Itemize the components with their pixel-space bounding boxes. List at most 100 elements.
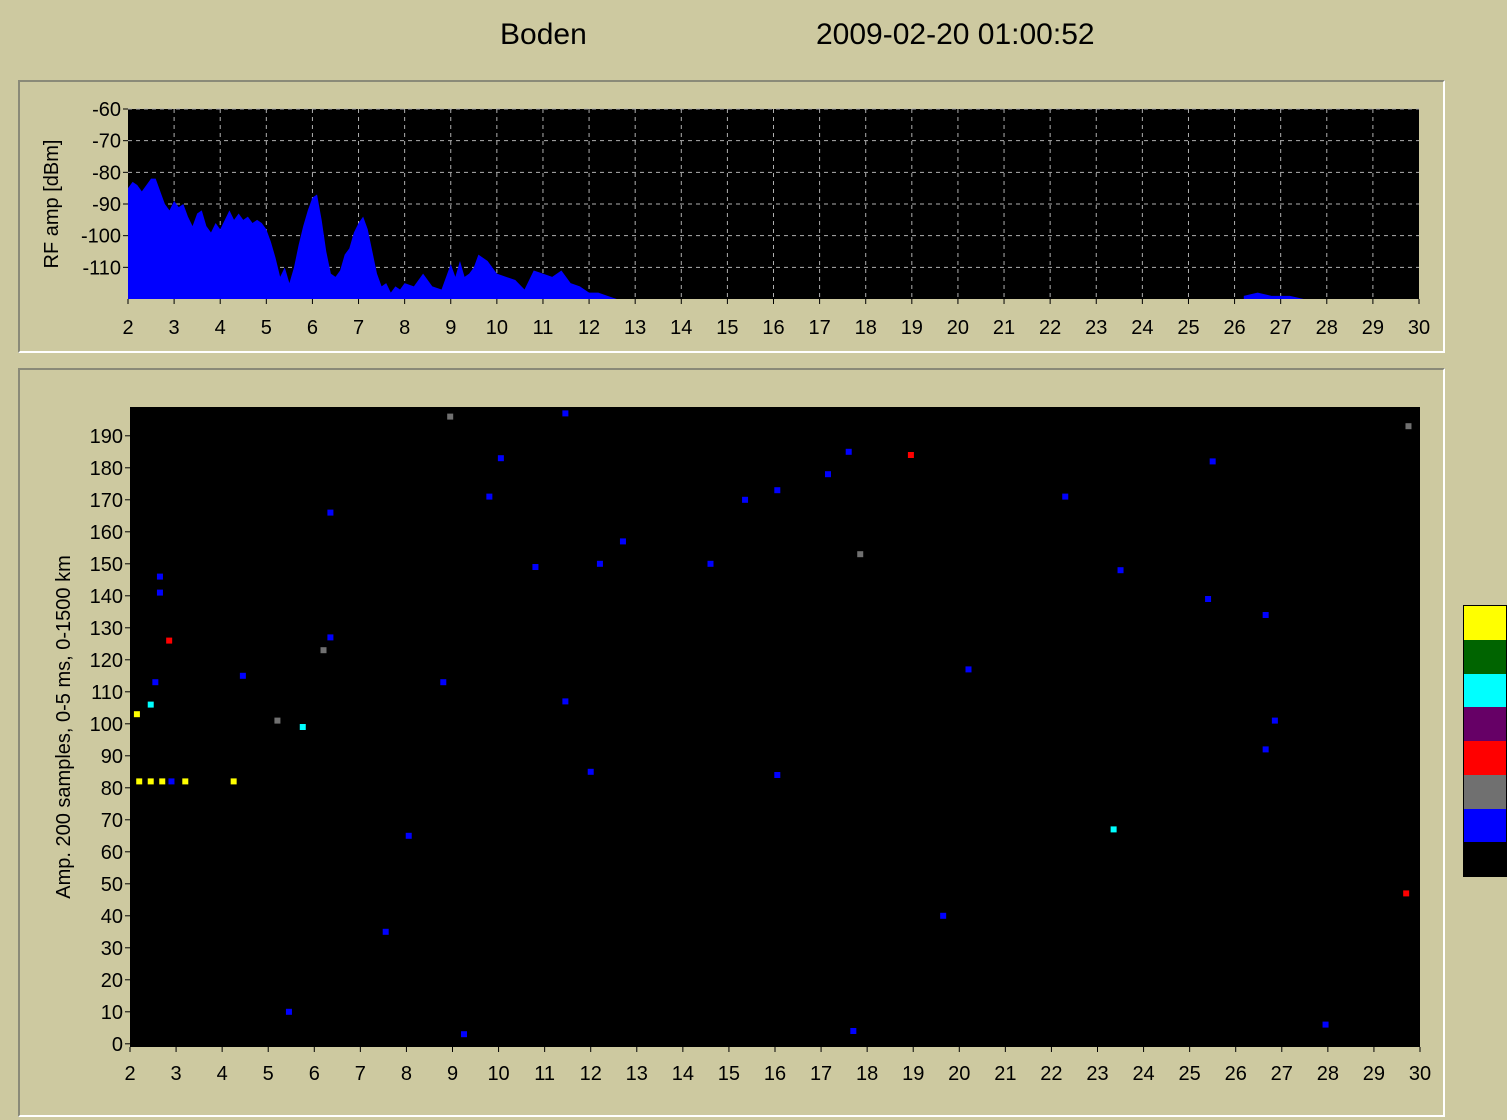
data-point xyxy=(497,455,504,462)
amplitude-x-tick-label: 3 xyxy=(171,1063,182,1085)
amplitude-y-tick-label: 20 xyxy=(101,970,123,992)
amplitude-y-tick-label: 190 xyxy=(90,426,123,448)
data-point xyxy=(1110,826,1117,833)
data-point xyxy=(742,496,749,503)
data-point xyxy=(136,778,143,785)
amplitude-x-tick-label: 29 xyxy=(1363,1063,1385,1085)
station-title: Boden xyxy=(500,18,587,51)
amplitude-x-tick-label: 26 xyxy=(1225,1063,1247,1085)
spectrum-x-tick-label: 8 xyxy=(399,317,410,339)
data-point xyxy=(299,724,306,730)
data-point xyxy=(562,698,569,705)
legend-swatch xyxy=(1464,774,1506,809)
legend-swatch xyxy=(1464,606,1506,640)
amplitude-y-tick-label: 160 xyxy=(90,522,123,544)
data-point xyxy=(447,413,454,420)
data-point xyxy=(824,471,831,478)
data-point xyxy=(1403,890,1410,897)
amplitude-x-tick-label: 7 xyxy=(355,1063,366,1085)
amplitude-x-tick-label: 21 xyxy=(994,1063,1016,1085)
data-point xyxy=(486,493,493,500)
amplitude-x-tick-label: 12 xyxy=(580,1063,602,1085)
amplitude-y-tick-label: 50 xyxy=(101,874,123,896)
amplitude-y-tick-label: 140 xyxy=(90,586,123,608)
data-point xyxy=(156,573,163,580)
data-point xyxy=(707,560,714,567)
data-point xyxy=(1405,423,1412,430)
amplitude-x-tick-label: 30 xyxy=(1409,1063,1431,1085)
spectrum-x-tick-label: 25 xyxy=(1177,317,1199,339)
spectrum-x-tick-label: 2 xyxy=(122,317,133,339)
spectrum-y-tick-label: -70 xyxy=(92,131,121,153)
spectrum-y-axis-label: RF amp [dBm] xyxy=(41,140,63,269)
data-point xyxy=(152,679,159,686)
amplitude-x-tick-label: 11 xyxy=(534,1063,555,1085)
data-point xyxy=(274,717,281,724)
amplitude-x-tick-label: 27 xyxy=(1271,1063,1293,1085)
data-point xyxy=(405,832,412,839)
amplitude-y-tick-label: 90 xyxy=(101,746,123,768)
spectrum-x-tick-label: 11 xyxy=(533,317,554,339)
data-point xyxy=(1262,612,1269,618)
spectrum-x-tick-label: 3 xyxy=(169,317,180,339)
data-point xyxy=(147,701,154,708)
amplitude-y-tick-label: 100 xyxy=(90,714,123,736)
spectrum-x-tick-label: 27 xyxy=(1270,317,1292,339)
amplitude-y-tick-label: 30 xyxy=(101,938,123,960)
data-point xyxy=(440,679,447,686)
amplitude-x-tick-label: 4 xyxy=(217,1063,228,1085)
amplitude-x-tick-label: 19 xyxy=(902,1063,924,1085)
data-point xyxy=(327,509,334,516)
spectrum-y-tick-label: -90 xyxy=(92,194,121,216)
spectrum-x-tick-label: 13 xyxy=(624,317,646,339)
data-point xyxy=(857,551,864,558)
data-point xyxy=(382,928,389,935)
data-point xyxy=(850,1028,857,1034)
data-point xyxy=(285,1008,292,1015)
spectrum-panel xyxy=(18,80,1445,353)
data-point xyxy=(327,634,334,641)
data-point xyxy=(159,778,166,785)
data-point xyxy=(845,448,852,455)
amplitude-x-tick-label: 6 xyxy=(309,1063,320,1085)
data-point xyxy=(147,778,154,785)
legend-swatch xyxy=(1464,741,1506,775)
spectrum-x-tick-label: 16 xyxy=(762,317,784,339)
data-point xyxy=(156,589,163,596)
data-point xyxy=(168,778,175,785)
amplitude-x-tick-label: 9 xyxy=(447,1063,458,1085)
spectrum-x-tick-label: 18 xyxy=(855,317,877,339)
amplitude-x-tick-label: 14 xyxy=(672,1063,694,1085)
spectrum-x-tick-label: 23 xyxy=(1085,317,1107,339)
spectrum-x-tick-label: 6 xyxy=(307,317,318,339)
amplitude-x-tick-label: 13 xyxy=(626,1063,648,1085)
data-point xyxy=(320,647,327,654)
amplitude-x-tick-label: 16 xyxy=(764,1063,786,1085)
amplitude-x-tick-label: 20 xyxy=(948,1063,970,1085)
data-point xyxy=(1322,1021,1329,1028)
color-scale-legend xyxy=(1463,605,1507,877)
spectrum-x-tick-label: 9 xyxy=(445,317,456,339)
spectrum-x-tick-label: 21 xyxy=(993,317,1015,339)
amplitude-y-tick-label: 70 xyxy=(101,810,123,832)
spectrum-x-tick-label: 5 xyxy=(261,317,272,339)
data-point xyxy=(774,487,781,494)
spectrum-y-tick-label: -80 xyxy=(92,162,121,184)
legend-swatch xyxy=(1464,639,1506,674)
spectrum-x-tick-label: 29 xyxy=(1362,317,1384,339)
data-point xyxy=(1062,493,1069,500)
data-point xyxy=(1271,717,1278,724)
amplitude-x-tick-label: 28 xyxy=(1317,1063,1339,1085)
legend-swatch xyxy=(1464,707,1506,741)
data-point xyxy=(182,778,189,785)
data-point xyxy=(774,772,781,778)
amplitude-y-tick-label: 10 xyxy=(101,1002,123,1024)
spectrum-x-tick-label: 4 xyxy=(215,317,226,339)
spectrum-area-series xyxy=(128,178,1304,299)
spectrum-x-tick-label: 22 xyxy=(1039,317,1061,339)
amplitude-x-tick-label: 25 xyxy=(1179,1063,1201,1085)
amplitude-y-axis-label: Amp. 200 samples, 0-5 ms, 0-1500 km xyxy=(53,555,75,898)
amplitude-x-tick-label: 5 xyxy=(263,1063,274,1085)
timestamp: 2009-02-20 01:00:52 xyxy=(816,18,1095,51)
